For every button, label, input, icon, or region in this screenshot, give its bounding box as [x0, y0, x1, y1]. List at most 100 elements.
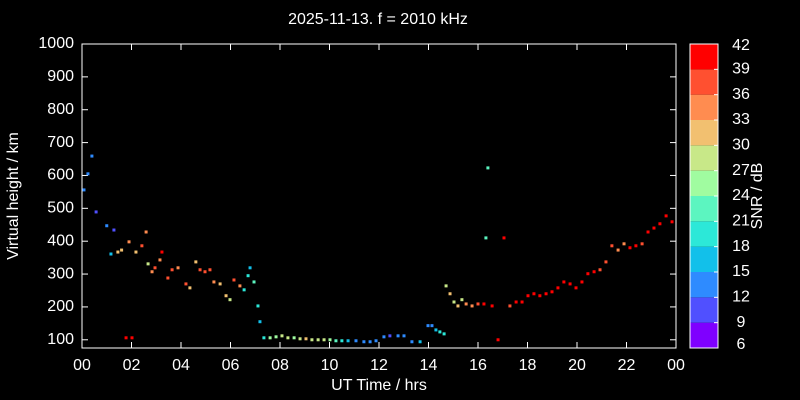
- data-point: [134, 250, 138, 254]
- data-point: [246, 274, 250, 278]
- y-tick-label: 400: [47, 232, 74, 249]
- data-point: [476, 302, 480, 306]
- data-point: [598, 268, 602, 272]
- data-point: [212, 280, 216, 284]
- y-tick-label: 800: [47, 101, 74, 118]
- data-point: [514, 300, 518, 304]
- data-point: [448, 292, 452, 296]
- data-point: [258, 320, 262, 324]
- data-point: [520, 300, 524, 304]
- plot-frame: [81, 43, 677, 349]
- colorbar-tick-label: 30: [732, 137, 750, 154]
- colorbar-tick-label: 24: [732, 187, 750, 204]
- data-point: [150, 270, 154, 274]
- colorbar-bin: [690, 246, 718, 272]
- data-point: [120, 248, 124, 252]
- data-point: [418, 340, 422, 344]
- data-point: [160, 250, 164, 254]
- data-point: [105, 224, 109, 228]
- data-point: [426, 324, 430, 328]
- data-point: [208, 268, 212, 272]
- data-point: [460, 298, 464, 302]
- colorbar-tick-label: 9: [737, 314, 746, 331]
- data-point: [670, 220, 674, 224]
- colorbar-tick-label: 15: [732, 263, 750, 280]
- data-point: [580, 280, 584, 284]
- data-point: [94, 210, 98, 214]
- data-point: [109, 252, 113, 256]
- data-point: [658, 222, 662, 226]
- data-point: [170, 268, 174, 272]
- data-point: [482, 302, 486, 306]
- data-point: [304, 337, 308, 341]
- data-point: [410, 340, 414, 344]
- y-axis-label: Virtual height / km: [5, 132, 22, 260]
- data-point: [328, 338, 332, 342]
- data-point: [634, 244, 638, 248]
- colorbar-bin: [690, 44, 718, 70]
- data-point: [442, 332, 446, 336]
- colorbar-bin: [690, 170, 718, 196]
- data-point: [502, 236, 506, 240]
- data-point: [346, 339, 350, 343]
- data-point: [90, 154, 94, 158]
- chart-title: 2025-11-13. f = 2010 kHz: [288, 11, 468, 28]
- colorbar-tick-label: 18: [732, 238, 750, 255]
- data-point: [86, 172, 90, 176]
- x-tick-label: 06: [222, 357, 240, 374]
- x-tick-label: 02: [123, 357, 141, 374]
- data-point: [496, 338, 500, 342]
- data-point: [184, 282, 188, 286]
- data-point: [112, 228, 116, 232]
- x-tick-label: 10: [321, 357, 339, 374]
- data-point: [362, 340, 366, 344]
- data-point: [124, 336, 128, 340]
- data-point: [203, 270, 207, 274]
- data-point: [224, 294, 228, 298]
- data-point: [544, 292, 548, 296]
- data-point: [438, 330, 442, 334]
- data-point: [616, 248, 620, 252]
- data-point: [562, 280, 566, 284]
- data-point: [568, 282, 572, 286]
- colorbar-bin: [690, 145, 718, 171]
- data-point: [640, 242, 644, 246]
- colorbar-label: SNR / dB: [749, 163, 766, 230]
- y-tick-label: 600: [47, 167, 74, 184]
- data-point: [368, 340, 372, 344]
- data-point: [194, 260, 198, 264]
- data-point: [664, 214, 668, 218]
- data-point: [158, 258, 162, 262]
- colorbar-tick-label: 39: [732, 61, 750, 78]
- x-tick-label: 22: [618, 357, 636, 374]
- colorbar-tick-label: 36: [732, 86, 750, 103]
- x-tick-label: 20: [568, 357, 586, 374]
- data-point: [268, 336, 272, 340]
- data-point: [532, 292, 536, 296]
- data-point: [550, 290, 554, 294]
- data-point: [218, 282, 222, 286]
- data-point: [256, 304, 260, 308]
- data-point: [127, 240, 131, 244]
- data-point: [82, 188, 86, 192]
- data-point: [464, 302, 468, 306]
- colorbar-bin: [690, 69, 718, 95]
- x-tick-label: 00: [73, 357, 91, 374]
- data-point: [402, 334, 406, 338]
- x-axis-label: UT Time / hrs: [331, 377, 427, 394]
- data-point: [556, 286, 560, 290]
- data-point: [382, 335, 386, 339]
- colorbar-tick-label: 27: [732, 162, 750, 179]
- data-point: [140, 244, 144, 248]
- colorbar-tick-label: 21: [732, 213, 750, 230]
- data-point: [116, 250, 120, 254]
- x-tick-label: 16: [469, 357, 487, 374]
- x-tick-label: 12: [370, 357, 388, 374]
- data-point: [322, 338, 326, 342]
- data-point: [526, 294, 530, 298]
- colorbar-bin: [690, 272, 718, 298]
- colorbar-bin: [690, 297, 718, 323]
- data-point: [310, 338, 314, 342]
- data-point: [316, 338, 320, 342]
